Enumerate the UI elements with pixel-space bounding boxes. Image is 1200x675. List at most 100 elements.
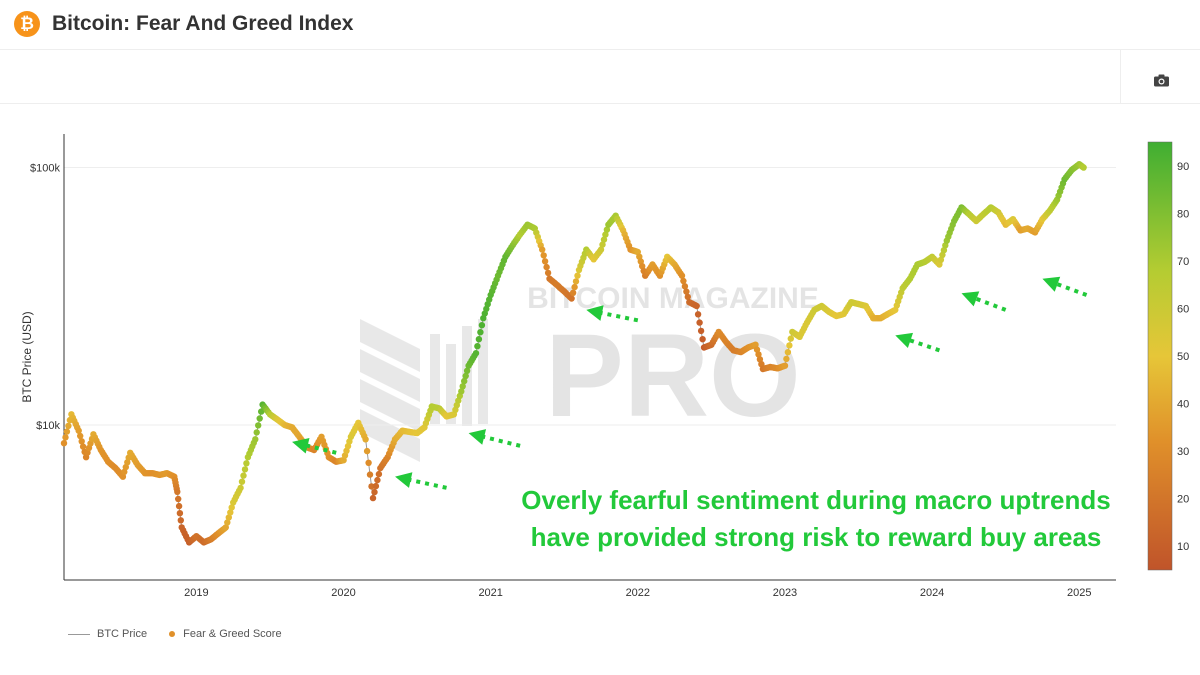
fear-greed-point	[63, 428, 71, 435]
colorbar-tick-label: 30	[1177, 446, 1189, 458]
fear-greed-point	[176, 510, 184, 517]
fear-greed-point	[787, 335, 794, 342]
bitcoin-logo-icon: ₿	[14, 11, 40, 37]
fear-greed-point	[753, 346, 761, 353]
annotation-arrows	[292, 276, 1088, 490]
fear-greed-point	[678, 272, 686, 279]
fear-greed-point	[369, 494, 377, 502]
axes	[63, 134, 1116, 581]
fear-greed-point	[600, 236, 608, 243]
fear-greed-point	[540, 252, 547, 259]
fear-greed-point	[228, 504, 235, 511]
fear-greed-point	[256, 415, 263, 422]
fear-greed-point	[222, 524, 229, 531]
annotation-arrow	[895, 332, 941, 353]
fear-greed-point	[755, 351, 762, 358]
fear-greed-point	[693, 302, 700, 310]
y-tick-label: $100k	[30, 163, 60, 175]
page-title: Bitcoin: Fear And Greed Index	[52, 12, 354, 35]
fear-greed-point	[366, 471, 374, 478]
fear-greed-point	[362, 436, 369, 443]
legend-line-swatch	[68, 633, 90, 635]
fear-greed-point	[684, 293, 691, 301]
fear-greed-point	[363, 447, 371, 455]
colorbar-tick-label: 80	[1177, 208, 1189, 220]
fear-greed-point	[694, 311, 702, 318]
fear-greed-point	[175, 495, 182, 503]
fear-greed-point	[783, 355, 790, 363]
fear-greed-point	[241, 466, 249, 473]
fear-greed-point	[639, 263, 646, 270]
fear-greed-point	[544, 269, 552, 277]
fear-greed-point	[571, 283, 578, 291]
fear-greed-point	[238, 478, 246, 485]
fear-greed-point	[224, 519, 231, 526]
x-tick-label: 2024	[920, 587, 944, 599]
fear-greed-point	[572, 278, 580, 285]
fear-greed-point	[752, 341, 759, 348]
annotation-arrow	[292, 437, 337, 455]
fear-greed-point	[940, 247, 948, 254]
fear-greed-point	[175, 502, 183, 510]
fear-greed-point	[475, 336, 483, 343]
fear-greed-point	[458, 388, 465, 395]
fear-greed-point	[477, 329, 484, 336]
fear-greed-point	[543, 263, 550, 271]
fear-greed-point	[1080, 164, 1087, 171]
colorbar-tick-label: 90	[1177, 161, 1189, 173]
watermark-line2: PRO	[545, 310, 801, 442]
fear-greed-point	[375, 470, 383, 478]
chart-toolbar	[0, 50, 1200, 104]
legend-btc-price[interactable]: BTC Price	[97, 628, 148, 640]
fear-greed-point	[569, 289, 577, 296]
legend: BTC Price Fear & Greed Score	[68, 628, 282, 640]
fear-greed-point	[462, 372, 469, 380]
fear-greed-point	[65, 422, 72, 430]
screenshot-button[interactable]	[1120, 50, 1200, 103]
fear-greed-point	[225, 514, 232, 521]
fear-greed-point	[599, 241, 606, 248]
colorbar-tick-label: 50	[1177, 351, 1189, 363]
colorbar-tick-label: 10	[1177, 541, 1189, 553]
x-tick-label: 2022	[626, 587, 650, 599]
legend-fear-greed[interactable]: Fear & Greed Score	[183, 628, 282, 640]
fear-greed-point	[174, 488, 181, 495]
fear-greed-point	[463, 367, 471, 374]
fear-greed-point	[372, 482, 380, 490]
fear-greed-point	[177, 517, 184, 524]
fear-greed-point	[255, 422, 262, 429]
x-tick-label: 2025	[1067, 587, 1091, 599]
fear-greed-point	[459, 383, 466, 390]
fear-greed-point	[937, 256, 945, 263]
colorbar-tick-label: 40	[1177, 399, 1189, 411]
colorbar-tick-label: 20	[1177, 494, 1189, 506]
colorbar-tick-label: 70	[1177, 256, 1189, 268]
gridlines	[64, 167, 1116, 426]
fear-greed-point	[119, 473, 127, 480]
watermark-emblem	[360, 319, 488, 462]
fear-greed-point	[756, 356, 764, 363]
colorbar-tick-label: 60	[1177, 303, 1189, 315]
camera-icon	[1154, 74, 1169, 87]
fear-greed-point	[696, 319, 703, 326]
annotation-arrow	[1042, 276, 1088, 297]
fear-greed-point	[697, 327, 705, 335]
fear-greed-point	[781, 362, 789, 369]
fear-greed-point	[939, 251, 946, 259]
fear-greed-point	[681, 283, 689, 290]
annotation-arrow	[395, 472, 447, 490]
fear-greed-point	[253, 429, 260, 436]
annotation-arrow	[961, 291, 1007, 312]
fear-greed-point	[478, 322, 486, 329]
x-tick-label: 2020	[331, 587, 355, 599]
fear-greed-point	[597, 246, 605, 253]
chart-area: BITCOIN MAGAZINE PRO $10k$100k 2019 2020 2…	[20, 134, 1189, 599]
fear-greed-point	[636, 253, 643, 260]
fear-greed-point	[683, 288, 690, 295]
fear-greed-point	[461, 377, 468, 385]
fear-greed-point	[371, 488, 378, 496]
fear-greed-point	[603, 226, 611, 233]
fear-greed-point	[78, 438, 85, 445]
fear-greed-point	[786, 342, 793, 349]
x-tick-label: 2019	[184, 587, 208, 599]
